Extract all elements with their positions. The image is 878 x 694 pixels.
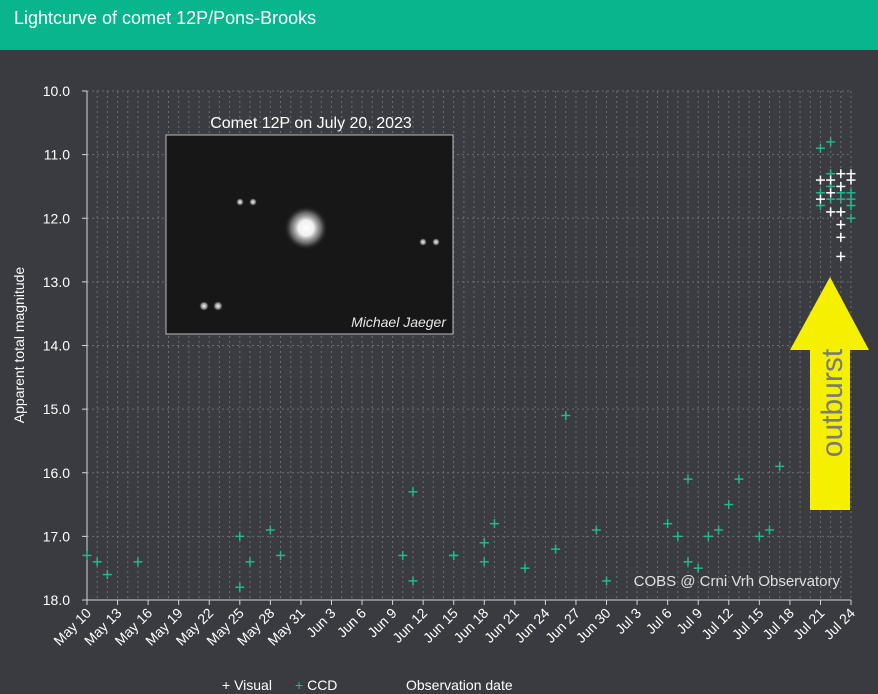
- ccd-point: [683, 474, 693, 484]
- ccd-point: [683, 557, 693, 567]
- ccd-point: [102, 570, 112, 580]
- x-tick-label: Jul 15: [729, 605, 767, 643]
- visual-point: [815, 175, 825, 185]
- visual-point: [836, 181, 846, 191]
- ccd-point: [826, 137, 836, 147]
- legend-visual-label: Visual: [234, 677, 272, 693]
- outburst-arrow: outburst: [790, 277, 869, 510]
- y-tick-label: 14.0: [43, 338, 70, 354]
- ccd-point: [846, 213, 856, 223]
- legend-ccd-marker: +: [295, 677, 307, 693]
- ccd-point: [815, 143, 825, 153]
- ccd-point: [276, 550, 286, 560]
- ccd-point: [520, 563, 530, 573]
- data-points: [82, 137, 856, 592]
- ccd-point: [235, 531, 245, 541]
- visual-point: [846, 175, 856, 185]
- legend-ccd: + CCD: [295, 677, 337, 693]
- ccd-point: [765, 525, 775, 535]
- visual-point: [826, 175, 836, 185]
- x-axis-label: Observation date: [406, 677, 513, 693]
- ccd-point: [133, 557, 143, 567]
- visual-point: [836, 232, 846, 242]
- y-tick-label: 13.0: [43, 274, 70, 290]
- ccd-point: [724, 500, 734, 510]
- chart-credit: COBS @ Crni Vrh Observatory: [634, 573, 841, 590]
- legend-visual: + Visual: [222, 677, 272, 693]
- ccd-point: [754, 531, 764, 541]
- ccd-point: [663, 519, 673, 529]
- x-tick-label: Jul 3: [612, 605, 644, 637]
- inset-photo: Comet 12P on July 20, 2023 Michae: [165, 115, 454, 335]
- y-axis-label: Apparent total magnitude: [11, 267, 27, 424]
- ccd-point: [673, 531, 683, 541]
- y-tick-label: 17.0: [43, 528, 70, 544]
- inset-title: Comet 12P on July 20, 2023: [210, 115, 412, 132]
- ccd-point: [775, 461, 785, 471]
- legend-visual-marker: +: [222, 677, 234, 693]
- x-tick-label: Jun 30: [573, 605, 614, 646]
- ccd-point: [449, 550, 459, 560]
- visual-point: [836, 220, 846, 230]
- ccd-point: [602, 576, 612, 586]
- ccd-point: [82, 550, 92, 560]
- visual-point: [826, 188, 836, 198]
- ccd-point: [703, 531, 713, 541]
- legend: + Visual + CCD Observation date: [222, 677, 513, 693]
- ccd-point: [693, 563, 703, 573]
- x-tick-label: Jul 18: [759, 605, 797, 643]
- x-tick-label: Jul 21: [790, 605, 828, 643]
- ccd-point: [408, 487, 418, 497]
- ccd-point: [561, 410, 571, 420]
- y-tick-label: 16.0: [43, 465, 70, 481]
- outburst-label: outburst: [816, 348, 849, 457]
- ccd-point: [235, 582, 245, 592]
- ccd-point: [408, 576, 418, 586]
- visual-point: [836, 207, 846, 217]
- ccd-point: [265, 525, 275, 535]
- ccd-point: [479, 557, 489, 567]
- x-tick-label: Jun 6: [334, 605, 370, 641]
- ccd-point: [846, 194, 856, 204]
- ccd-point: [551, 544, 561, 554]
- visual-point: [826, 207, 836, 217]
- ccd-point: [92, 557, 102, 567]
- visual-point: [836, 251, 846, 261]
- x-tick-label: Jun 3: [303, 605, 339, 641]
- y-tick-label: 10.0: [43, 83, 70, 99]
- header-title: Lightcurve of comet 12P/Pons-Brooks: [0, 0, 878, 50]
- ccd-point: [245, 557, 255, 567]
- ccd-point: [479, 538, 489, 548]
- y-tick-label: 15.0: [43, 401, 70, 417]
- ccd-point: [398, 550, 408, 560]
- y-tick-label: 12.0: [43, 210, 70, 226]
- ccd-point: [489, 519, 499, 529]
- visual-point: [836, 169, 846, 179]
- outburst-arrow-shape: [790, 277, 869, 510]
- x-tick-label: Jul 6: [643, 605, 675, 637]
- star-trails: [199, 198, 440, 311]
- legend-ccd-label: CCD: [307, 677, 337, 693]
- ccd-point: [714, 525, 724, 535]
- comet-image: [284, 206, 328, 250]
- visual-point: [815, 194, 825, 204]
- x-tick-label: Jul 24: [820, 605, 858, 643]
- ccd-point: [734, 474, 744, 484]
- inset-credit: Michael Jaeger: [351, 314, 447, 330]
- x-tick-label: Jul 12: [698, 605, 736, 643]
- y-tick-label: 18.0: [43, 592, 70, 608]
- ccd-point: [591, 525, 601, 535]
- y-tick-labels: 10.0 11.0 12.0 13.0 14.0 15.0 16.0 17.0 18.0: [43, 83, 87, 608]
- y-tick-label: 11.0: [44, 147, 70, 163]
